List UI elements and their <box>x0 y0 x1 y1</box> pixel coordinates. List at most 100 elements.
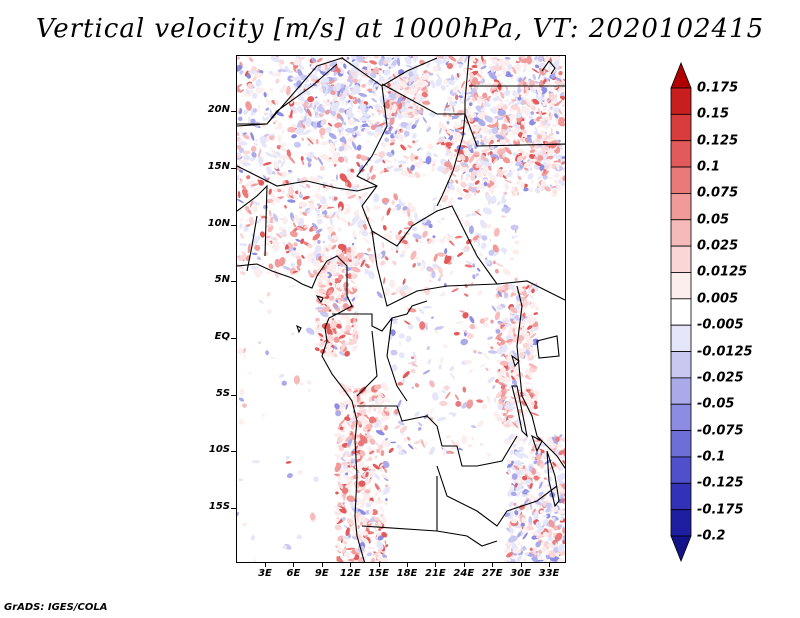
border-north <box>237 57 438 127</box>
nile-marker <box>541 60 556 75</box>
lon-tick <box>350 562 352 567</box>
lat-label: 10N <box>207 218 230 229</box>
border-west <box>237 184 268 272</box>
border-east <box>516 285 565 469</box>
coastline-and-borders <box>237 56 565 562</box>
border-drc-angola <box>357 405 518 467</box>
colorbar-label: 0.025 <box>697 238 739 254</box>
lat-label: 15S <box>208 501 230 512</box>
colorbar-box <box>670 377 692 405</box>
map-title: Vertical velocity [m/s] at 1000hPa, VT: … <box>35 14 765 44</box>
lake-tanganyika <box>511 385 528 438</box>
border-chad <box>356 85 388 232</box>
lon-label: 6E <box>286 568 301 579</box>
lon-tick <box>435 562 437 567</box>
map-panel <box>236 55 566 563</box>
colorbar-box <box>670 509 692 537</box>
colorbar-box <box>670 272 692 300</box>
lon-label: 3E <box>258 568 272 579</box>
lat-tick <box>231 168 236 169</box>
colorbar-label: -0.075 <box>697 423 744 439</box>
lon-tick <box>378 562 380 567</box>
colorbar-label: -0.005 <box>697 317 744 333</box>
colorbar-label: 0.125 <box>697 133 739 149</box>
colorbar-label: 0.0125 <box>697 264 748 280</box>
colorbar-top-arrow <box>670 62 692 89</box>
lat-tick <box>231 508 236 509</box>
lat-tick <box>231 281 236 282</box>
colorbar-label: 0.005 <box>697 291 739 307</box>
lon-tick <box>492 562 494 567</box>
lon-label: 24E <box>453 568 475 579</box>
lon-label: 33E <box>538 568 560 579</box>
lat-label: 5S <box>215 388 230 399</box>
lon-tick <box>520 562 522 567</box>
lon-label: 21E <box>425 568 446 579</box>
colorbar-box <box>670 403 692 431</box>
lon-label: 27E <box>481 568 503 579</box>
colorbar-label: 0.15 <box>697 106 730 122</box>
colorbar-box <box>670 219 692 247</box>
lat-label: 15N <box>207 161 230 172</box>
colorbar-label: -0.125 <box>697 475 744 491</box>
colorbar-box <box>670 193 692 221</box>
lat-tick <box>231 225 236 226</box>
border-namibia <box>361 476 498 547</box>
lon-label: 15E <box>368 568 389 579</box>
lat-tick <box>231 338 236 339</box>
border-car <box>371 230 498 307</box>
border-congo <box>332 300 428 402</box>
colorbar-box <box>670 166 692 194</box>
lon-label: 30E <box>510 568 531 579</box>
lake-kivu <box>511 354 520 368</box>
lon-tick <box>293 562 295 567</box>
colorbar-label: -0.2 <box>697 528 726 544</box>
velocity-field <box>237 56 565 562</box>
lat-label: EQ <box>214 331 230 342</box>
colorbar-box <box>670 298 692 326</box>
lon-label: 12E <box>339 568 361 579</box>
lon-label: 18E <box>396 568 418 579</box>
colorbar-box <box>670 245 692 273</box>
lon-tick <box>321 562 323 567</box>
colorbar <box>670 62 692 562</box>
colorbar-label: 0.175 <box>697 80 739 96</box>
colorbar-label: -0.175 <box>697 502 744 518</box>
lon-tick <box>549 562 550 567</box>
lat-label: 5N <box>214 274 230 285</box>
lon-tick <box>265 562 266 567</box>
lake-mweru <box>531 434 543 453</box>
map-field <box>237 56 565 562</box>
grads-credit: GrADS: IGES/COLA <box>4 602 108 613</box>
coastline-gulf <box>237 255 366 562</box>
border-central <box>371 205 565 301</box>
colorbar-box <box>670 324 692 352</box>
colorbar-label: 0.05 <box>697 212 730 228</box>
coast-islands <box>296 294 324 334</box>
colorbar-box <box>670 113 692 142</box>
colorbar-label: -0.025 <box>697 370 744 386</box>
lat-tick <box>231 451 236 452</box>
lake-victoria <box>536 335 560 359</box>
lat-label: 20N <box>207 104 230 115</box>
colorbar-bottom-arrow <box>670 535 692 562</box>
colorbar-label: 0.075 <box>697 185 739 201</box>
lat-tick <box>231 111 236 112</box>
colorbar-box <box>670 430 692 458</box>
colorbar-label: -0.05 <box>697 396 735 412</box>
colorbar-label: 0.1 <box>697 159 721 175</box>
lake-malawi <box>546 450 560 508</box>
colorbar-label: -0.1 <box>697 449 726 465</box>
colorbar-box <box>670 456 692 484</box>
colorbar-box <box>670 87 692 115</box>
lat-tick <box>231 395 236 396</box>
border-niger-nigeria <box>237 165 378 192</box>
lon-tick <box>463 562 465 567</box>
border-zambia <box>436 465 558 527</box>
lat-label: 10S <box>208 444 230 455</box>
colorbar-box <box>670 482 692 511</box>
colorbar-label: -0.0125 <box>697 344 753 360</box>
colorbar-box <box>670 351 692 379</box>
lon-label: 9E <box>314 568 329 579</box>
colorbar-box <box>670 140 692 168</box>
